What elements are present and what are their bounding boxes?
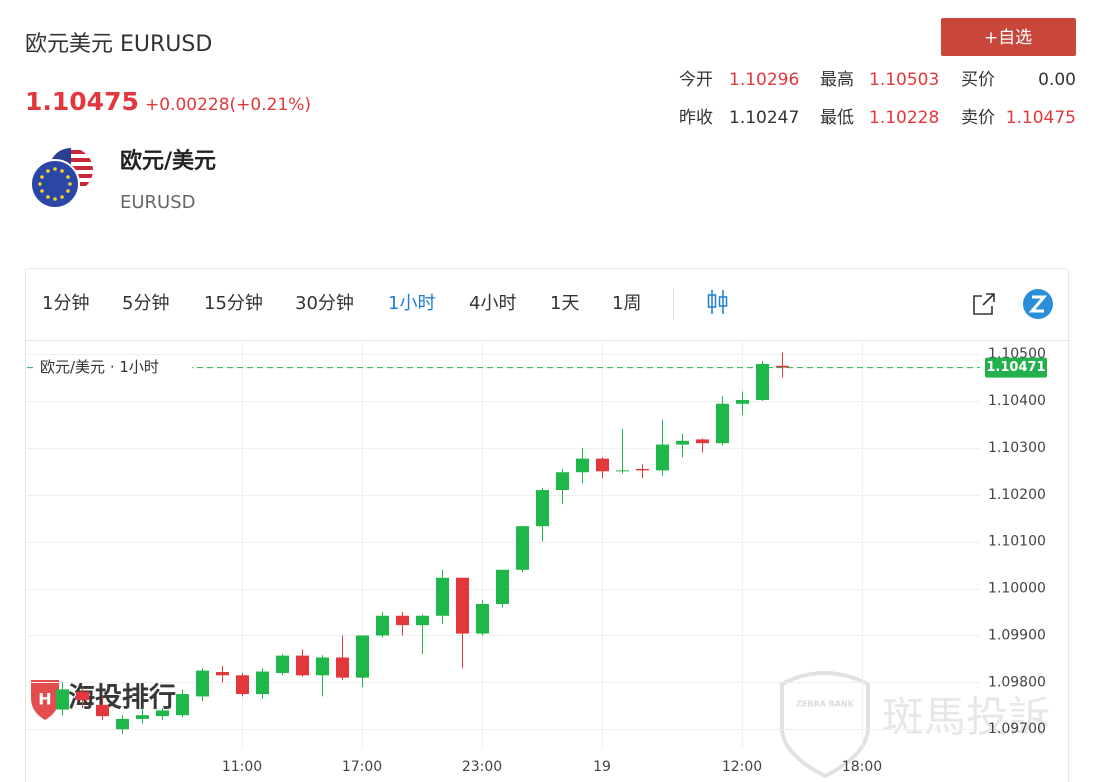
y-tick-label: 1.10000 [988, 581, 1046, 597]
x-tick-label: 18:00 [842, 759, 882, 775]
stats: 今开 1.10296 最高 1.10503 买价 0.00 昨收 1.10247 最低 1.102… [679, 70, 1076, 128]
stat-value: 1.10247 [729, 108, 799, 128]
stat-label: 卖价 [961, 108, 995, 128]
candle-body [176, 694, 189, 716]
stat-label: 今开 [679, 70, 713, 90]
stat-label: 最高 [820, 70, 854, 90]
candle-body [536, 490, 549, 527]
candle-body [416, 615, 429, 626]
candle-body [776, 365, 789, 368]
chart-style-button[interactable] [707, 290, 728, 314]
last-price-label: 1.10471 [986, 360, 1045, 375]
candle-body [116, 718, 129, 730]
x-tick-label: 11:00 [222, 759, 262, 775]
button-bg [941, 18, 1076, 56]
stat-label: 最低 [820, 108, 854, 128]
flag-icon [30, 148, 93, 209]
candle-body [216, 672, 229, 676]
candle-body [296, 655, 309, 676]
price-change: +0.00228(+0.21%) [145, 95, 311, 115]
candle-body [736, 400, 749, 404]
stat-value: 1.10228 [869, 108, 939, 128]
candle-body [696, 439, 709, 444]
candle-body [496, 569, 509, 605]
candle-body [196, 670, 209, 697]
x-tick-label: 19 [593, 759, 611, 775]
interval-button[interactable]: 1周 [612, 293, 641, 314]
candle-body [596, 458, 609, 472]
interval-button[interactable]: 4小时 [469, 293, 516, 314]
legend-label: 欧元/美元 · 1小时 [40, 358, 159, 376]
watermark-right: ZEBRA RANK 斑馬投訴 [780, 671, 1050, 779]
stat-value: 1.10296 [729, 70, 799, 90]
candle-body [356, 635, 369, 678]
y-tick-label: 1.09900 [988, 627, 1046, 643]
instrument-code: EURUSD [120, 192, 196, 213]
price: 1.10475 [25, 87, 139, 116]
stat-value: 1.10503 [869, 70, 939, 90]
open-external-button[interactable] [973, 293, 995, 315]
candle-body [236, 675, 249, 695]
candle-body [76, 691, 89, 701]
toolbar: 1分钟 5分钟 15分钟 30分钟 1小时 4小时 1天 1周 [42, 293, 641, 314]
candle-body [56, 689, 69, 710]
y-tick-label: 1.10400 [988, 393, 1046, 409]
candle-body [616, 470, 629, 472]
stat-value: 0.00 [1038, 70, 1076, 90]
interval-button[interactable]: 1分钟 [42, 293, 89, 314]
candle-body [756, 363, 769, 401]
instrument-name: 欧元/美元 [120, 148, 216, 174]
candle-body [316, 657, 329, 676]
interval-button[interactable]: 30分钟 [295, 293, 354, 314]
candle-body [396, 615, 409, 626]
candle-body [656, 444, 669, 471]
candle-body [476, 604, 489, 634]
stat-label: 买价 [961, 70, 995, 90]
y-tick-label: 1.09800 [988, 674, 1046, 690]
svg-text:H: H [38, 690, 51, 709]
stat-value: 1.10475 [1006, 108, 1076, 128]
y-tick-label: 1.10100 [988, 534, 1046, 550]
candle-body [96, 704, 109, 717]
y-tick-label: 1.10300 [988, 440, 1046, 456]
candle-body [376, 615, 389, 636]
y-tick-label: 1.09700 [988, 721, 1046, 737]
x-tick-label: 23:00 [462, 759, 502, 775]
candle-body [576, 458, 589, 473]
candle-body [456, 577, 469, 634]
candle-body [716, 403, 729, 444]
y-tick-label: 1.10200 [988, 487, 1046, 503]
candle-body [636, 468, 649, 471]
candle-body [336, 657, 349, 678]
chart-frame [25, 268, 1069, 782]
interval-button[interactable]: 1天 [550, 293, 579, 314]
candle-body [276, 655, 289, 673]
watermark-text: 斑馬投訴 [882, 693, 1050, 742]
zebra-logo-button[interactable] [1023, 289, 1053, 319]
candle-body [516, 526, 529, 570]
candle-body [676, 440, 689, 445]
candle-body [556, 472, 569, 491]
x-tick-label: 17:00 [342, 759, 382, 775]
interval-button[interactable]: 5分钟 [122, 293, 169, 314]
plot: 11:00 17:00 23:00 19 12:00 18:00 1.09700 1.0980… [27, 340, 1047, 775]
watermark-badge: ZEBRA RANK [796, 700, 855, 709]
x-tick-label: 12:00 [722, 759, 762, 775]
interval-button[interactable]: 15分钟 [204, 293, 263, 314]
legend-bg [36, 357, 192, 378]
candle-body [256, 671, 269, 695]
candle-body [156, 710, 169, 717]
candle-body [436, 577, 449, 616]
button-label: +自选 [984, 28, 1032, 48]
stat-label: 昨收 [679, 108, 713, 128]
candle-body [136, 715, 149, 719]
interval-button[interactable]: 1小时 [388, 293, 435, 314]
last-price-box [985, 357, 1047, 378]
page-title: 欧元美元 EURUSD [25, 32, 212, 57]
watchlist-button[interactable]: +自选 [941, 18, 1076, 56]
